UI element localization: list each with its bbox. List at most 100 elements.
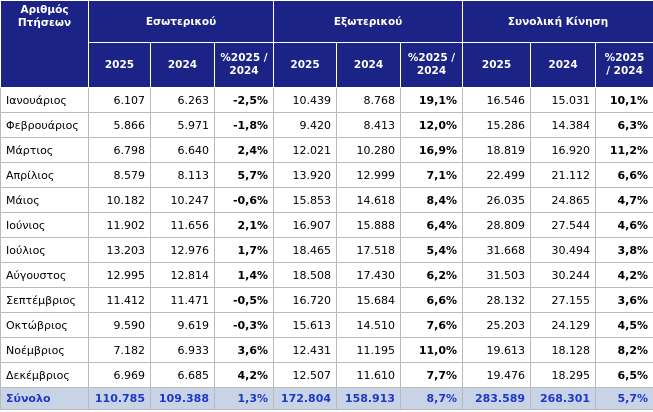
cell: 7,1%: [400, 162, 464, 188]
cell: 6.263: [150, 87, 215, 113]
cell: 28.809: [462, 212, 532, 238]
corner-header: Αριθμός Πτήσεων: [0, 0, 89, 88]
cell: 8.113: [150, 162, 215, 188]
cell: 9.619: [150, 312, 215, 338]
cell: 24.129: [530, 312, 597, 338]
group-header-row: Αριθμός Πτήσεων Εσωτερικού Εξωτερικού Συνο…: [0, 0, 653, 88]
cell: 6,4%: [400, 212, 464, 238]
table-head: Αριθμός Πτήσεων Εσωτερικού Εξωτερικού Συνο…: [0, 0, 653, 88]
cell: 6,6%: [400, 287, 464, 313]
cell: 4,5%: [595, 312, 653, 338]
cell: 4,7%: [595, 187, 653, 213]
cell: 13.203: [88, 237, 151, 263]
total-cell: 109.388: [150, 387, 215, 410]
cell: 12.021: [273, 137, 338, 163]
cell: 1,4%: [213, 262, 275, 288]
cell: 9.420: [273, 112, 338, 138]
cell: 11.656: [150, 212, 215, 238]
cell: 3,8%: [595, 237, 653, 263]
cell: 12.431: [273, 337, 338, 363]
total-cell: 268.301: [530, 387, 597, 410]
sub-header: 2025: [88, 42, 151, 88]
month-label: Απρίλιος: [0, 162, 89, 188]
cell: 4,6%: [595, 212, 653, 238]
table-body: Ιανουάριος 6.107 6.263 -2,5% 10.439 8.768 19,1…: [0, 87, 653, 410]
cell: 14.384: [530, 112, 597, 138]
month-label: Οκτώβριος: [0, 312, 89, 338]
sub-header: 2025: [273, 42, 338, 88]
month-row: Δεκέμβριος 6.969 6.685 4,2% 12.507 11.610 7,7%…: [0, 362, 653, 388]
cell: 30.244: [530, 262, 597, 288]
cell: 11,2%: [595, 137, 653, 163]
cell: 7,7%: [400, 362, 464, 388]
total-label: Σύνολο: [0, 387, 89, 410]
cell: 12.999: [336, 162, 402, 188]
cell: 17.518: [336, 237, 402, 263]
cell: 9.590: [88, 312, 151, 338]
cell: 5.971: [150, 112, 215, 138]
cell: 6.933: [150, 337, 215, 363]
month-row: Ιούνιος 11.902 11.656 2,1% 16.907 15.888 6,4% 2…: [0, 212, 653, 238]
cell: 4,2%: [213, 362, 275, 388]
cell: 3,6%: [213, 337, 275, 363]
cell: 6.685: [150, 362, 215, 388]
month-label: Νοέμβριος: [0, 337, 89, 363]
cell: 6.969: [88, 362, 151, 388]
cell: 15.888: [336, 212, 402, 238]
month-label: Δεκέμβριος: [0, 362, 89, 388]
cell: 17.430: [336, 262, 402, 288]
total-cell: 158.913: [336, 387, 402, 410]
cell: 31.668: [462, 237, 532, 263]
cell: 15.286: [462, 112, 532, 138]
total-cell: 8,7%: [400, 387, 464, 410]
month-label: Φεβρουάριος: [0, 112, 89, 138]
cell: 15.684: [336, 287, 402, 313]
cell: 12.814: [150, 262, 215, 288]
month-row: Μάιος 10.182 10.247 -0,6% 15.853 14.618 8,4% 26…: [0, 187, 653, 213]
month-row: Φεβρουάριος 5.866 5.971 -1,8% 9.420 8.413 12,0…: [0, 112, 653, 138]
total-cell: 110.785: [88, 387, 151, 410]
total-row: Σύνολο 110.785 109.388 1,3% 172.804 158.913 8,…: [0, 387, 653, 410]
month-row: Ιανουάριος 6.107 6.263 -2,5% 10.439 8.768 19,1…: [0, 87, 653, 113]
cell: 21.112: [530, 162, 597, 188]
month-row: Οκτώβριος 9.590 9.619 -0,3% 15.613 14.510 7,6%…: [0, 312, 653, 338]
cell: 7.182: [88, 337, 151, 363]
cell: 18.508: [273, 262, 338, 288]
cell: 26.035: [462, 187, 532, 213]
sub-header: %2025 / 2024: [213, 42, 275, 88]
cell: 5,7%: [213, 162, 275, 188]
cell: 6,2%: [400, 262, 464, 288]
cell: 31.503: [462, 262, 532, 288]
month-label: Μάρτιος: [0, 137, 89, 163]
cell: 11.610: [336, 362, 402, 388]
month-label: Μάιος: [0, 187, 89, 213]
cell: 11.471: [150, 287, 215, 313]
month-label: Αύγουστος: [0, 262, 89, 288]
sub-header: 2024: [150, 42, 215, 88]
cell: 6.798: [88, 137, 151, 163]
total-cell: 283.589: [462, 387, 532, 410]
cell: 28.132: [462, 287, 532, 313]
cell: -1,8%: [213, 112, 275, 138]
cell: 6.640: [150, 137, 215, 163]
month-label: Ιούλιος: [0, 237, 89, 263]
cell: 14.510: [336, 312, 402, 338]
cell: 6,3%: [595, 112, 653, 138]
cell: 12.976: [150, 237, 215, 263]
cell: 10,1%: [595, 87, 653, 113]
cell: 8.579: [88, 162, 151, 188]
cell: 16.546: [462, 87, 532, 113]
cell: 15.031: [530, 87, 597, 113]
cell: 30.494: [530, 237, 597, 263]
cell: 18.465: [273, 237, 338, 263]
cell: 18.128: [530, 337, 597, 363]
cell: 27.155: [530, 287, 597, 313]
cell: 24.865: [530, 187, 597, 213]
cell: 16.907: [273, 212, 338, 238]
cell: 5.866: [88, 112, 151, 138]
cell: 11,0%: [400, 337, 464, 363]
sub-header: 2025: [462, 42, 532, 88]
cell: 13.920: [273, 162, 338, 188]
